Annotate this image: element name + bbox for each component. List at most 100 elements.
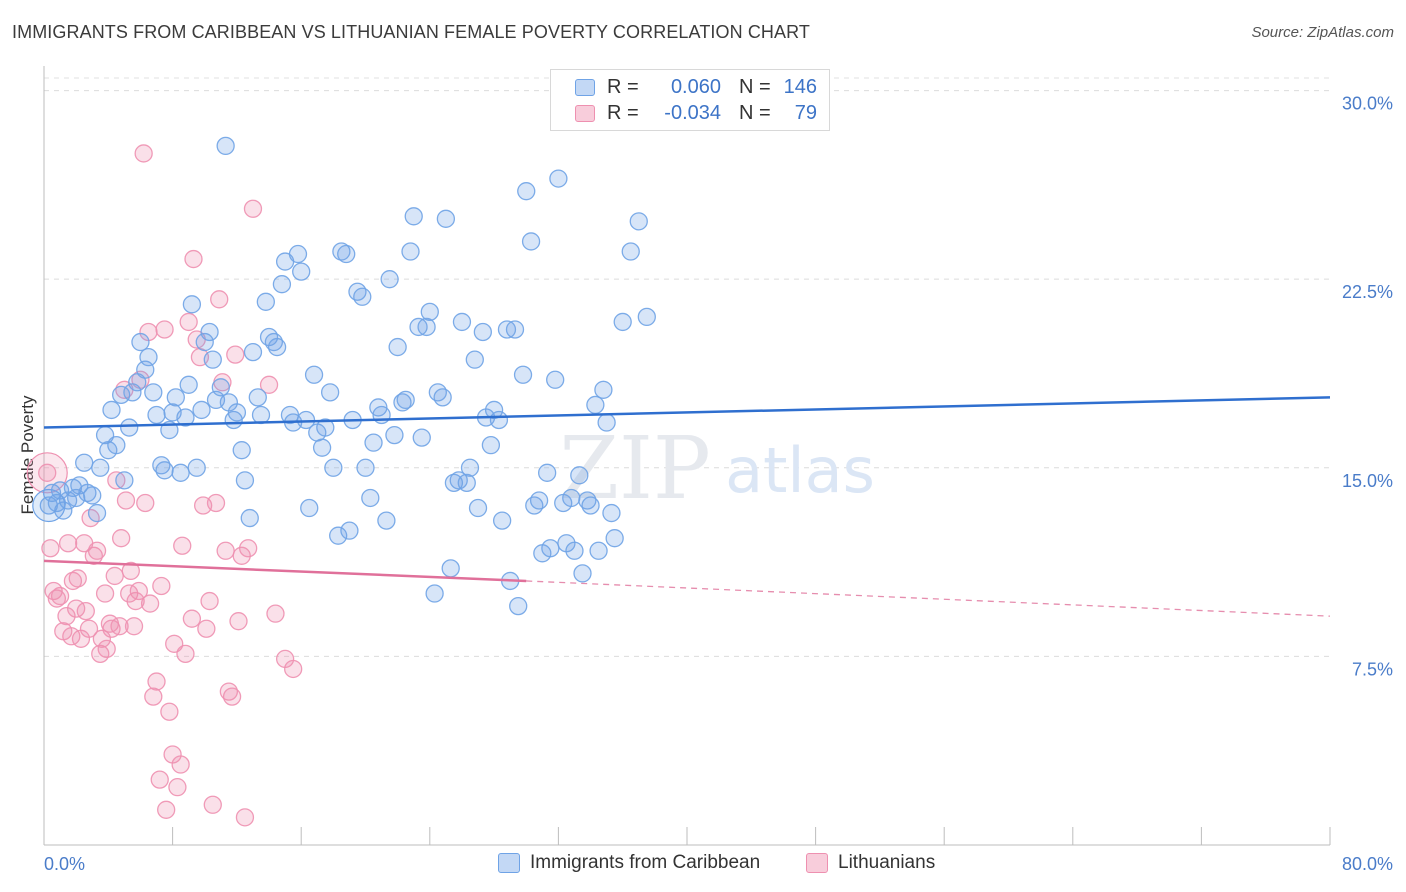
caribbean-point (248, 388, 267, 407)
caribbean-point (460, 458, 480, 477)
lithuanians-point (222, 687, 242, 706)
legend-swatch-blue (575, 78, 595, 96)
lithuanians-point (140, 594, 160, 613)
caribbean-point (605, 529, 624, 548)
caribbean-point (546, 370, 565, 389)
lithuanians-point (57, 607, 76, 626)
caribbean-point (586, 395, 605, 415)
caribbean-point (264, 332, 284, 352)
caribbean-point (364, 433, 383, 452)
caribbean-point (171, 463, 190, 482)
lithuanians-point (219, 682, 239, 701)
caribbean-point (589, 541, 608, 560)
caribbean-point (87, 503, 107, 523)
caribbean-point (597, 413, 616, 432)
caribbean-point (513, 365, 533, 384)
caribbean-point (452, 312, 472, 332)
caribbean-trend-line (43, 396, 1331, 429)
lithuanians-point (47, 589, 67, 608)
lithuanians-point (95, 584, 115, 603)
caribbean-point (243, 342, 263, 362)
x-tick-label: 80.0% (1342, 854, 1393, 874)
caribbean-point (361, 488, 380, 508)
caribbean-point (78, 483, 97, 503)
lithuanians-point (84, 546, 103, 565)
source-label: Source: ZipAtlas.com (1251, 24, 1394, 41)
caribbean-point (112, 385, 131, 405)
caribbean-point (613, 312, 632, 332)
caribbean-point (123, 383, 142, 402)
lithuanians-point (150, 770, 169, 789)
caribbean-point (144, 383, 163, 402)
caribbean-point (251, 405, 271, 425)
legend-n-value: 79 (794, 101, 817, 124)
caribbean-point (594, 380, 613, 399)
lithuanians-point (116, 491, 136, 510)
legend-item-caribbean[interactable]: Immigrants from Caribbean (498, 852, 760, 874)
lithuanians-point (171, 755, 190, 774)
lithuanians-point (126, 591, 145, 611)
caribbean-point (332, 242, 351, 261)
watermark-atlas: atlas (725, 434, 875, 507)
caribbean-point (385, 425, 404, 445)
lithuanians-point (243, 199, 263, 218)
lithuanians-point (235, 808, 255, 827)
lithuanians-point (155, 320, 174, 339)
caribbean-point (91, 458, 110, 477)
lithuanians-point (144, 687, 163, 706)
legend-item-label: Immigrants from Caribbean (530, 852, 761, 873)
caribbean-point (107, 436, 126, 455)
lithuanians-point (216, 541, 235, 560)
lithuanians-point (63, 571, 83, 591)
caribbean-point (353, 287, 372, 306)
legend-r-label: R = (607, 75, 639, 98)
lithuanians-trend-extension (526, 580, 1331, 617)
caribbean-point (509, 596, 528, 616)
caribbean-point (216, 136, 235, 156)
legend-swatch-blue (498, 853, 520, 873)
caribbean-point (404, 207, 423, 226)
lithuanians-point (266, 604, 285, 623)
lithuanians-point (110, 617, 129, 636)
caribbean-point (211, 378, 230, 397)
lithuanians-point (129, 581, 148, 601)
caribbean-point (152, 456, 171, 475)
caribbean-point (629, 212, 648, 231)
caribbean-points (32, 136, 656, 616)
caribbean-point-large (32, 488, 66, 523)
caribbean-point (54, 501, 73, 520)
lithuanians-point (136, 493, 155, 513)
lithuanians-point (105, 566, 124, 586)
axes (43, 66, 1331, 846)
caribbean-point (393, 393, 412, 412)
series-legend: Immigrants from Caribbean Lithuanians (0, 852, 1406, 878)
caribbean-point (581, 496, 600, 515)
caribbean-point (489, 410, 509, 430)
caribbean-point (203, 350, 222, 369)
lithuanians-point (197, 619, 216, 638)
legend-swatch-pink (806, 853, 828, 873)
caribbean-point (425, 584, 444, 603)
y-tick-label: 15.0% (1342, 471, 1393, 491)
caribbean-point (420, 302, 439, 322)
caribbean-point (240, 508, 259, 528)
caribbean-point (195, 332, 214, 352)
lithuanians-point (97, 639, 116, 658)
caribbean-point (621, 242, 640, 261)
caribbean-point (304, 365, 324, 384)
caribbean-point (187, 458, 206, 477)
caribbean-point (417, 317, 436, 337)
lithuanians-point (38, 463, 57, 482)
caribbean-point (529, 491, 549, 510)
lithuanians-point (152, 576, 171, 596)
caribbean-point (505, 320, 525, 339)
legend-n-label: N = (739, 101, 771, 124)
legend-n-label: N = (739, 75, 771, 98)
caribbean-point (481, 436, 501, 455)
caribbean-point (401, 242, 420, 261)
caribbean-point (300, 498, 319, 518)
y-tick-label: 30.0% (1342, 94, 1393, 114)
legend-item-lithuanians[interactable]: Lithuanians (806, 852, 935, 874)
caribbean-point (637, 307, 656, 327)
caribbean-point (131, 332, 150, 352)
